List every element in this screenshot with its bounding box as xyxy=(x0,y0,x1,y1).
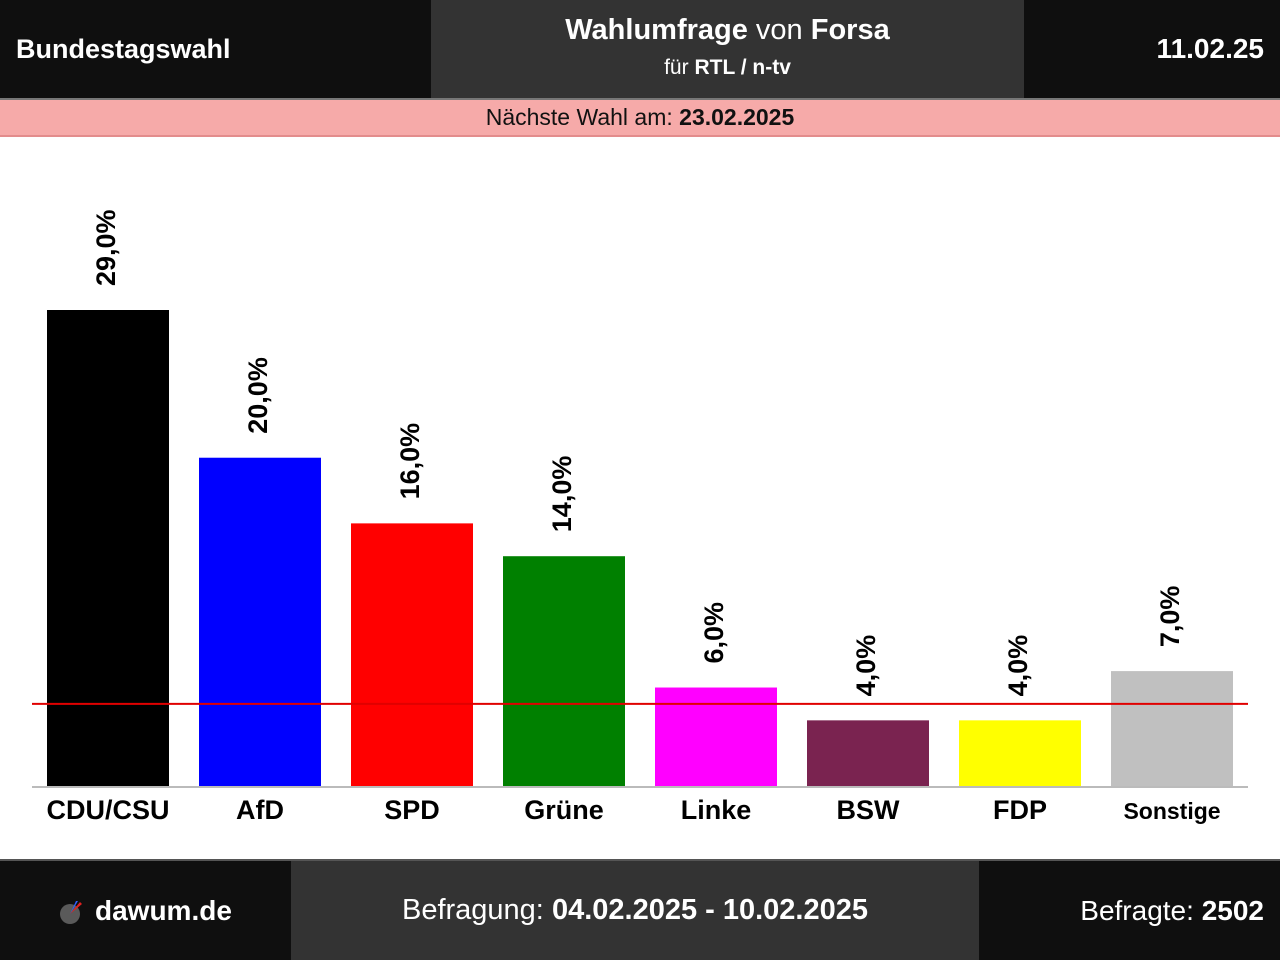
value-label-5: 4,0% xyxy=(851,635,881,697)
footer-bar: dawum.de Befragung: 04.02.2025 - 10.02.2… xyxy=(0,859,1280,960)
poll-institute: Forsa xyxy=(810,14,890,46)
dawum-logo-icon xyxy=(60,901,82,924)
poll-title-connector: von xyxy=(755,14,803,46)
bar-3 xyxy=(503,556,625,786)
poll-client: RTL / n-tv xyxy=(694,56,791,79)
value-label-1: 20,0% xyxy=(243,357,273,434)
next-election-label: Nächste Wahl am: xyxy=(485,104,673,130)
footer-respondents: Befragte: 2502 xyxy=(1080,861,1264,960)
poll-bar-chart: 29,0% CDU/CSU 20,0% AfD 16,0% SPD 14,0% Grüne 6,… xyxy=(32,209,1248,825)
poll-title-block: Wahlumfrage von Forsa für RTL / n-tv xyxy=(431,0,1024,98)
poll-chart: 29,0% CDU/CSU 20,0% AfD 16,0% SPD 14,0% Grüne 6,… xyxy=(0,137,1280,859)
next-election-banner: Nächste Wahl am: 23.02.2025 xyxy=(0,100,1280,137)
footer-site-name: dawum.de xyxy=(95,895,232,926)
poll-title-main: Wahlumfrage xyxy=(565,14,748,46)
survey-period-label: Befragung: xyxy=(401,894,544,926)
bar-1 xyxy=(199,457,321,786)
bar-7 xyxy=(1111,671,1233,786)
header-bar: Bundestagswahl Wahlumfrage von Forsa für… xyxy=(0,0,1280,98)
bar-4 xyxy=(655,687,777,786)
value-label-7: 7,0% xyxy=(1155,586,1185,648)
value-label-6: 4,0% xyxy=(1003,635,1033,697)
category-label-4: Linke xyxy=(681,795,752,825)
value-label-3: 14,0% xyxy=(547,456,577,533)
category-label-5: BSW xyxy=(837,795,901,825)
bar-6 xyxy=(959,720,1081,786)
respondents-label: Befragte: xyxy=(1080,895,1194,926)
value-label-4: 6,0% xyxy=(699,602,729,664)
poll-subtitle-prefix: für xyxy=(664,56,689,79)
bar-2 xyxy=(351,523,473,786)
category-label-2: SPD xyxy=(384,795,440,825)
respondents-value: 2502 xyxy=(1201,895,1264,926)
footer-brand[interactable]: dawum.de xyxy=(0,861,291,960)
election-title: Bundestagswahl xyxy=(16,34,231,64)
poll-date: 11.02.25 xyxy=(1156,33,1264,64)
category-label-3: Grüne xyxy=(524,795,604,825)
value-label-2: 16,0% xyxy=(395,423,425,500)
poll-subtitle: für RTL / n-tv xyxy=(431,56,1024,80)
category-label-0: CDU/CSU xyxy=(46,795,169,825)
bar-0 xyxy=(47,310,169,786)
bar-5 xyxy=(807,720,929,786)
header-divider xyxy=(0,98,1280,100)
category-label-1: AfD xyxy=(236,795,284,825)
poll-title: Wahlumfrage von Forsa xyxy=(431,14,1024,47)
category-label-6: FDP xyxy=(993,795,1047,825)
value-label-0: 29,0% xyxy=(91,209,121,286)
survey-period-value: 04.02.2025 - 10.02.2025 xyxy=(551,894,868,926)
category-label-7: Sonstige xyxy=(1123,798,1220,824)
footer-survey-period: Befragung: 04.02.2025 - 10.02.2025 xyxy=(291,861,979,960)
next-election-date: 23.02.2025 xyxy=(679,104,795,130)
